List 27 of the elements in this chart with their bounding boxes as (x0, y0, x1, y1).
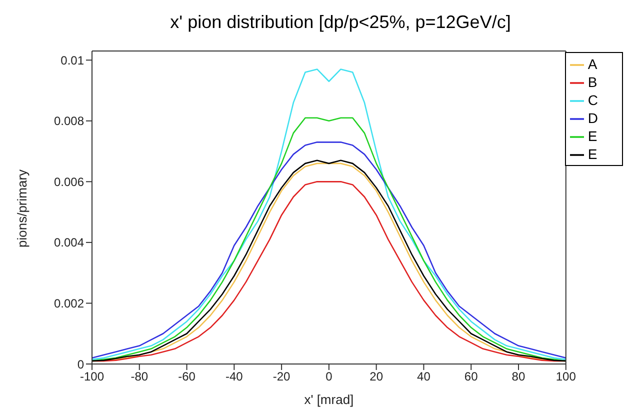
y-tick-label: 0.002 (54, 296, 84, 310)
y-tick-label: 0.006 (54, 174, 84, 189)
x-tick-label: -40 (225, 370, 244, 384)
x-tick-label: 40 (417, 370, 431, 384)
legend-label: E (588, 128, 598, 144)
x-tick-label: 100 (556, 370, 576, 384)
y-tick-label: 0.01 (60, 53, 84, 68)
x-tick-label: -20 (272, 370, 291, 384)
y-tick-label: 0.008 (54, 114, 84, 128)
x-tick-label: -100 (80, 370, 104, 384)
x-axis-title: x' [mrad] (304, 392, 354, 407)
y-tick-label: 0 (77, 357, 84, 372)
y-axis-title: pions/primary (14, 168, 30, 248)
x-tick-label: -60 (178, 370, 196, 384)
x-tick-label: 80 (512, 370, 526, 384)
x-tick-label: 60 (464, 370, 478, 384)
x-tick-label: -80 (130, 370, 148, 384)
legend-label: B (588, 74, 598, 90)
chart-title: x' pion distribution [dp/p<25%, p=12GeV/c] (169, 11, 512, 34)
y-tick-label: 0.004 (54, 236, 84, 250)
x-tick-label: 20 (370, 370, 384, 384)
legend-label: A (588, 56, 598, 72)
x-tick-label: 0 (326, 370, 333, 384)
legend-label: D (588, 110, 598, 126)
legend-label: C (588, 92, 598, 108)
line-series (92, 68, 566, 360)
legend-label: E (588, 146, 598, 162)
